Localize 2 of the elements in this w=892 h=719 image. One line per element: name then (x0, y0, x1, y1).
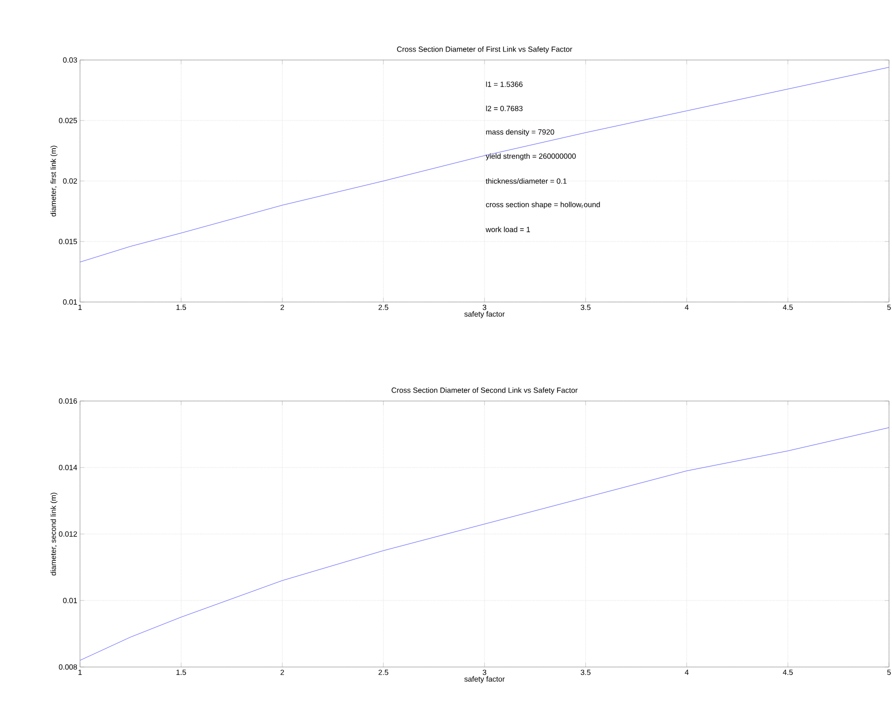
line-series (80, 427, 890, 661)
line-series (80, 67, 890, 262)
